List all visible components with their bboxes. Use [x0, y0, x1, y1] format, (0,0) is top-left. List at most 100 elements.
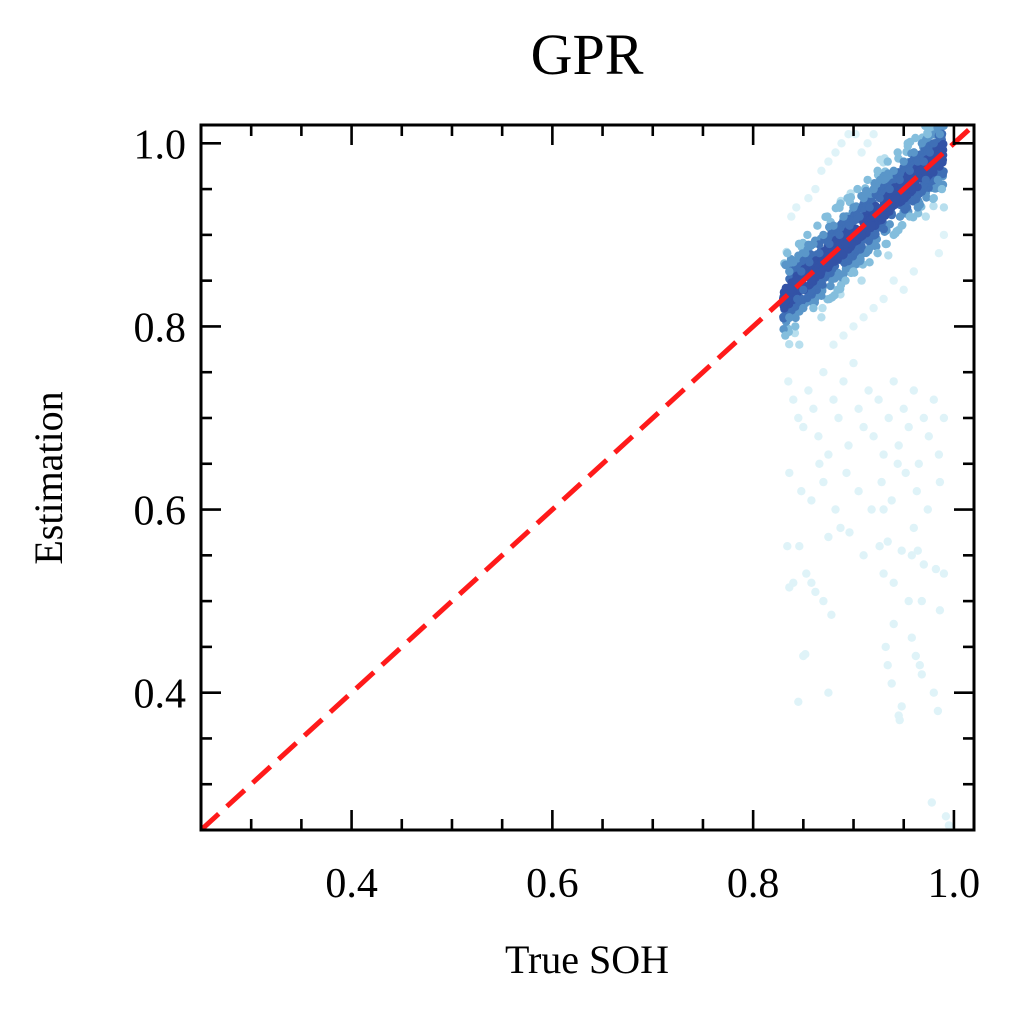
density-point: [818, 303, 827, 313]
data-point: [913, 157, 922, 166]
data-point: [807, 496, 816, 505]
data-point: [881, 239, 890, 249]
data-point: [883, 537, 892, 546]
data-point: [787, 285, 796, 294]
data-point: [875, 194, 884, 203]
data-point: [885, 184, 894, 194]
data-point: [897, 194, 906, 203]
data-point: [921, 212, 930, 221]
data-point: [884, 413, 893, 423]
data-point: [831, 148, 840, 157]
data-point: [864, 386, 873, 395]
data-point: [781, 331, 790, 340]
data-point: [839, 377, 848, 386]
data-point: [917, 670, 926, 679]
density-point: [885, 220, 894, 229]
data-point: [924, 432, 933, 441]
data-point: [795, 340, 804, 349]
data-point: [939, 203, 949, 212]
density-point: [779, 312, 788, 322]
data-point: [829, 340, 838, 349]
data-point: [797, 267, 806, 276]
data-point: [863, 139, 872, 148]
data-point: [841, 239, 850, 249]
data-point: [935, 477, 945, 487]
data-point: [903, 139, 912, 148]
data-point: [842, 468, 851, 478]
data-point: [913, 203, 922, 212]
data-point: [813, 221, 822, 230]
data-point: [937, 184, 947, 194]
data-point: [791, 322, 800, 331]
data-point: [825, 294, 834, 304]
data-point: [844, 130, 853, 139]
data-point: [915, 166, 924, 175]
data-point: [839, 331, 848, 340]
y-tick-label: 0.4: [134, 672, 187, 718]
data-point: [923, 130, 932, 139]
data-point: [869, 130, 878, 139]
data-point: [929, 139, 938, 148]
data-point: [867, 221, 876, 230]
data-point: [843, 194, 852, 203]
data-point: [909, 523, 918, 533]
data-point: [875, 542, 884, 551]
data-point: [824, 157, 833, 166]
data-point: [819, 477, 828, 487]
data-point: [789, 258, 798, 267]
data-point: [797, 487, 806, 496]
data-point: [785, 468, 794, 478]
data-point: [845, 221, 854, 230]
data-point: [835, 230, 844, 240]
data-point: [934, 249, 944, 258]
density-point: [931, 116, 939, 124]
data-point: [802, 569, 811, 578]
data-point: [923, 505, 932, 514]
chart-title: GPR: [531, 22, 644, 87]
data-point: [785, 267, 794, 276]
data-point: [897, 221, 906, 230]
data-point: [929, 194, 938, 203]
data-point: [897, 702, 906, 711]
data-point: [897, 546, 906, 555]
data-point: [879, 505, 888, 514]
data-point: [889, 377, 898, 386]
data-point: [819, 368, 828, 377]
data-point: [907, 551, 916, 560]
data-point: [799, 285, 808, 294]
data-point: [824, 450, 833, 459]
data-point: [845, 528, 854, 537]
data-point: [801, 249, 810, 258]
data-point: [849, 358, 858, 368]
data-point: [837, 139, 846, 148]
data-point: [793, 294, 802, 304]
data-point: [893, 148, 902, 157]
data-point: [874, 395, 883, 404]
data-point: [794, 697, 803, 706]
data-point: [934, 450, 944, 459]
data-point: [933, 175, 943, 185]
data-point: [809, 303, 818, 313]
data-point: [944, 821, 954, 830]
data-point: [831, 505, 840, 514]
data-point: [904, 422, 913, 432]
density-point: [826, 281, 835, 291]
data-point: [833, 203, 842, 212]
x-axis-label: True SOH: [505, 937, 669, 982]
data-point: [921, 175, 930, 185]
y-tick-label: 0.8: [134, 305, 187, 351]
data-point: [849, 203, 858, 212]
x-tick-label: 1.0: [928, 861, 981, 907]
data-point: [889, 619, 898, 629]
data-point: [789, 578, 798, 587]
density-point: [785, 340, 794, 349]
data-point: [819, 230, 828, 240]
density-point: [931, 113, 939, 121]
data-point: [853, 184, 862, 194]
data-point: [811, 587, 820, 597]
density-point: [911, 133, 920, 143]
data-point: [829, 395, 838, 404]
data-point: [854, 487, 863, 496]
data-point: [883, 157, 892, 166]
data-point: [824, 688, 833, 697]
